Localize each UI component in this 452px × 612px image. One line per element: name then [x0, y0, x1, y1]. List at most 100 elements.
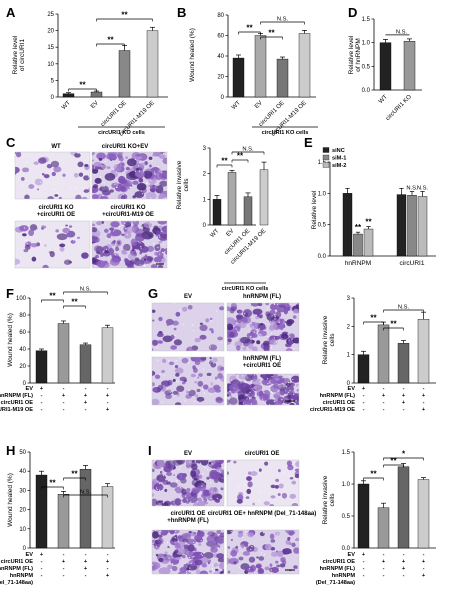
pore: [138, 170, 141, 172]
micrograph-caption: circURI1 KO+EV: [102, 144, 149, 150]
cell: [96, 221, 103, 226]
cell: [264, 566, 270, 571]
pore: [201, 485, 203, 487]
cell: [164, 554, 173, 561]
x-tick-label: hnRNPM: [345, 260, 371, 267]
pore: [159, 531, 161, 533]
pore: [241, 375, 244, 377]
cell: [216, 553, 224, 559]
pore: [211, 463, 213, 465]
pore: [74, 187, 77, 189]
cell: [291, 375, 299, 383]
cell: [159, 470, 163, 474]
cell: [30, 242, 38, 248]
cell: [162, 358, 167, 364]
cell: [92, 194, 99, 199]
pore: [247, 544, 250, 546]
pore: [158, 489, 161, 491]
matrix-mark: -: [41, 400, 43, 406]
pore: [257, 500, 259, 502]
cell: [176, 460, 185, 465]
matrix-mark: +: [422, 393, 426, 399]
cell: [254, 384, 262, 392]
y-tick-label: 2: [203, 172, 207, 178]
cell: [132, 180, 139, 185]
cell: [256, 556, 259, 559]
cell: [294, 537, 299, 542]
cell: [185, 460, 193, 466]
cell: [187, 544, 195, 552]
cell: [171, 565, 178, 572]
pore: [167, 480, 169, 482]
pore: [238, 573, 240, 574]
cell: [22, 233, 27, 237]
y-axis-label-line: of hnRNPM: [355, 38, 362, 72]
cell: [193, 532, 197, 535]
pore: [112, 168, 115, 170]
pore: [259, 333, 261, 336]
bar: [377, 507, 390, 549]
bar: [35, 474, 48, 549]
cell: [197, 376, 200, 379]
pore: [25, 239, 27, 241]
pore: [231, 379, 233, 381]
cell: [81, 252, 89, 259]
cell: [287, 537, 291, 541]
cell: [274, 400, 283, 405]
pore: [245, 381, 247, 383]
matrix-mark: +: [62, 393, 66, 399]
pore: [203, 465, 205, 468]
matrix-mark: -: [63, 566, 65, 572]
cell: [193, 535, 202, 541]
pore: [207, 468, 209, 471]
pore: [215, 530, 218, 531]
cell: [173, 339, 183, 346]
cell: [135, 167, 140, 171]
matrix-mark: -: [85, 573, 87, 579]
cell: [33, 161, 39, 165]
cell: [47, 196, 54, 199]
cell: [172, 378, 176, 383]
pore: [105, 248, 108, 251]
legend-swatch: [322, 147, 330, 153]
cell: [188, 389, 196, 397]
pore: [184, 400, 186, 402]
matrix-mark: -: [383, 573, 385, 579]
pore: [140, 247, 142, 249]
matrix-mark: +: [402, 566, 406, 572]
micrograph-caption-line: hnRNPM (FL): [243, 294, 281, 300]
pore: [274, 337, 276, 339]
pore: [208, 360, 210, 362]
bar: [57, 323, 70, 384]
cell: [150, 264, 158, 268]
y-tick-label: 1.5: [342, 450, 351, 456]
cell: [269, 338, 278, 346]
cell: [210, 382, 214, 386]
pore: [43, 263, 45, 265]
matrix-mark: -: [363, 566, 365, 572]
cell: [22, 167, 30, 173]
cell: [94, 177, 102, 184]
y-tick-label: 0: [51, 95, 55, 101]
pore: [244, 312, 246, 315]
cell: [201, 563, 208, 568]
y-tick-label: 0: [221, 95, 225, 101]
y-tick-label: 0: [347, 381, 351, 387]
pore: [255, 394, 257, 396]
pore: [179, 468, 181, 470]
y-axis-label: Wound healed (%): [7, 313, 14, 367]
pore: [230, 477, 232, 479]
y-axis-label-line: cells: [183, 178, 190, 192]
bar: [342, 193, 353, 257]
pore: [270, 573, 273, 574]
pore: [230, 531, 232, 533]
pore: [281, 398, 283, 401]
matrix-row-label: (Del_71-148aa): [0, 580, 33, 586]
cell: [214, 543, 220, 548]
cell: [283, 548, 292, 554]
significance-label: N.S.: [80, 490, 92, 496]
pore: [106, 237, 108, 240]
cell: [194, 394, 199, 398]
pore: [180, 465, 182, 468]
pore: [259, 500, 261, 502]
